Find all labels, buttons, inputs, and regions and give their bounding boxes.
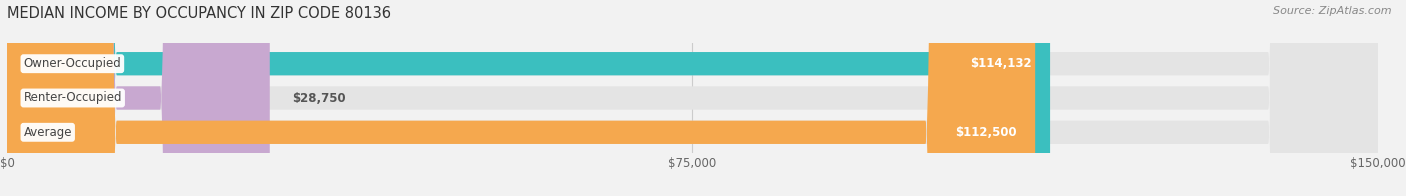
FancyBboxPatch shape <box>7 0 1378 196</box>
Text: Renter-Occupied: Renter-Occupied <box>24 92 122 104</box>
Text: $112,500: $112,500 <box>955 126 1017 139</box>
FancyBboxPatch shape <box>7 0 1378 196</box>
FancyBboxPatch shape <box>7 0 1378 196</box>
Text: Owner-Occupied: Owner-Occupied <box>24 57 121 70</box>
Text: $114,132: $114,132 <box>970 57 1032 70</box>
FancyBboxPatch shape <box>7 0 270 196</box>
Text: MEDIAN INCOME BY OCCUPANCY IN ZIP CODE 80136: MEDIAN INCOME BY OCCUPANCY IN ZIP CODE 8… <box>7 6 391 21</box>
Text: Source: ZipAtlas.com: Source: ZipAtlas.com <box>1274 6 1392 16</box>
FancyBboxPatch shape <box>7 0 1050 196</box>
Text: $28,750: $28,750 <box>292 92 346 104</box>
Text: Average: Average <box>24 126 72 139</box>
FancyBboxPatch shape <box>7 0 1035 196</box>
